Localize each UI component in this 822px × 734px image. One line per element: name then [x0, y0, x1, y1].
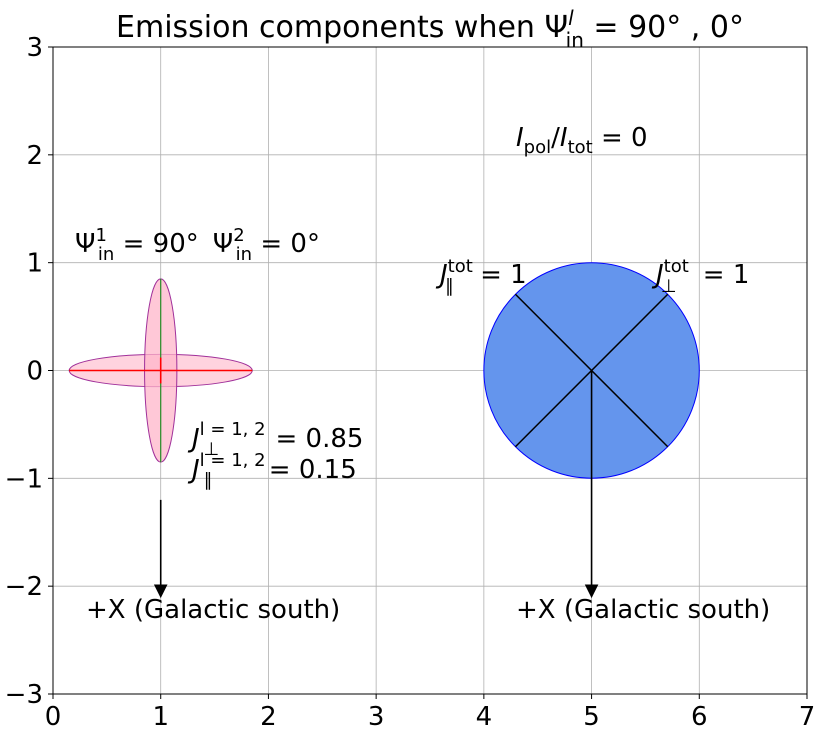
x-tick-label: 4	[476, 702, 493, 732]
x-tick-label: 2	[260, 702, 277, 732]
chart-title: Emission components when Ψl in = 90° , 0°	[116, 6, 744, 52]
left-arrow-head-icon	[153, 584, 168, 599]
x-tick-label: 6	[691, 702, 708, 732]
x-tick-label: 5	[583, 702, 600, 732]
y-tick-label: −3	[5, 680, 43, 710]
y-tick-label: 0	[26, 357, 43, 387]
y-tick-label: 3	[26, 33, 43, 63]
x-tick-label: 0	[45, 702, 62, 732]
plot-frame	[52, 46, 808, 695]
y-tick-label: 1	[26, 249, 43, 279]
right-arrow-head-icon	[584, 584, 599, 599]
y-tick-label: −2	[5, 572, 43, 602]
right-direction-label: +X (Galactic south)	[516, 595, 770, 625]
x-tick-label: 7	[799, 702, 816, 732]
y-tick-label: −1	[5, 464, 43, 494]
j-perp-tot-label: Jtot ⊥ = 1	[651, 256, 749, 297]
x-tick-label: 3	[368, 702, 385, 732]
right-emission-group: Ipol/Itot = 0 Jtot ∥ = 1 Jtot ⊥ = 1 +X (Ga…	[435, 123, 770, 625]
x-tick-label: 1	[152, 702, 169, 732]
left-direction-label: +X (Galactic south)	[86, 595, 340, 625]
psi-label: Ψ1 in = 90° Ψ2 in = 0°	[75, 225, 320, 265]
y-tick-label: 2	[26, 141, 43, 171]
pol-ratio-label: Ipol/Itot = 0	[516, 123, 648, 158]
j-par-label: Jl = 1, 2 ∥ = 0.15	[187, 450, 357, 491]
j-perp-label: Jl = 1, 2 ⊥ = 0.85	[187, 419, 363, 460]
tick-labels: 0 1 2 3 4 5 6 7 −3 −2 −1 0 1 2 3	[5, 33, 816, 732]
j-par-tot-label: Jtot ∥ = 1	[435, 256, 527, 297]
left-emission-group: Ψ1 in = 90° Ψ2 in = 0° Jl = 1, 2 ⊥ = 0.85 Jl…	[68, 225, 363, 625]
